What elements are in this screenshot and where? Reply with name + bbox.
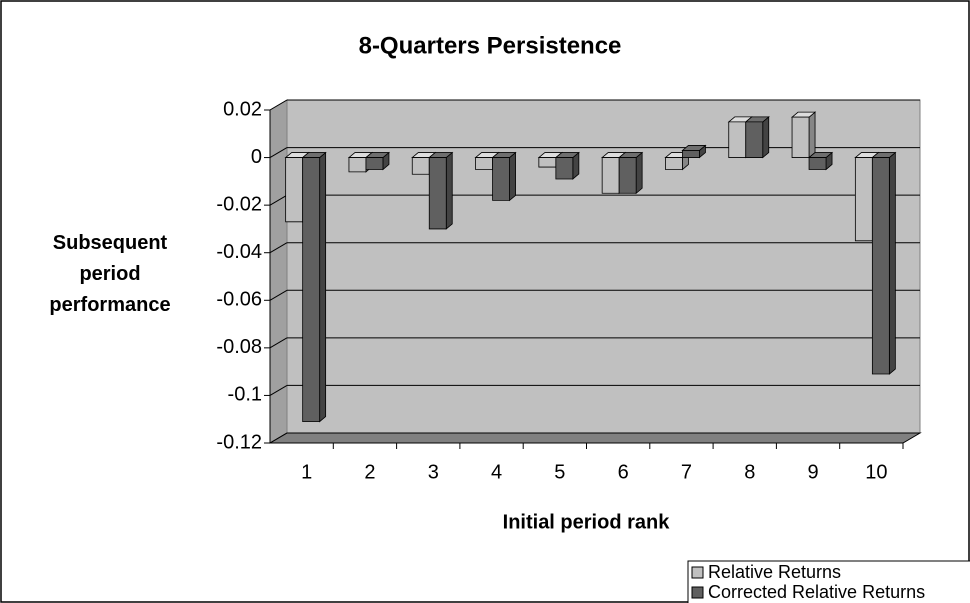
legend-box: [687, 560, 970, 603]
x-axis-title: Initial period rank: [503, 511, 671, 533]
bar: [871, 151, 897, 375]
bar-face: [411, 157, 430, 175]
bar-face: [854, 157, 873, 242]
legend-label: Relative Returns: [708, 562, 841, 582]
bar-face: [509, 151, 516, 202]
bar: [618, 151, 644, 195]
bar-face: [682, 150, 700, 158]
bar-face: [492, 157, 510, 201]
y-tick-label: -0.1: [228, 384, 262, 406]
x-tick-label: 6: [618, 461, 629, 483]
grid-line-side: [269, 242, 288, 254]
bar-face: [348, 157, 367, 173]
bar-face: [601, 157, 620, 194]
legend-swatch: [691, 586, 704, 599]
x-tick-label: 5: [554, 461, 565, 483]
x-tick-label: 8: [744, 461, 755, 483]
y-axis-title: Subsequent period performance: [49, 232, 171, 316]
y-tick-label: -0.02: [216, 193, 262, 215]
x-tick-label: 1: [301, 461, 312, 483]
y-tick-label: -0.04: [216, 241, 262, 263]
bar-face: [445, 151, 453, 230]
grid-line-side: [269, 289, 288, 301]
bar: [301, 151, 327, 423]
chart-title: 8-Quarters Persistence: [359, 32, 622, 59]
bar-face: [555, 157, 574, 180]
y-tick-label: -0.06: [216, 289, 262, 311]
bar: [681, 144, 707, 159]
y-tick-label: -0.08: [216, 336, 262, 358]
bar-face: [871, 157, 890, 375]
bar-face: [808, 157, 827, 170]
bar: [364, 151, 391, 171]
bar-face: [475, 157, 493, 170]
y-tick-label: 0.02: [223, 98, 262, 120]
back-wall: [286, 99, 921, 434]
legend-label: Corrected Relative Returns: [708, 582, 925, 602]
bar-face: [665, 157, 683, 170]
x-tick-label: 2: [364, 461, 375, 483]
x-tick-label: 3: [428, 461, 439, 483]
x-tick-label: 7: [681, 461, 692, 483]
x-tick-label: 9: [807, 461, 818, 483]
bar-face: [319, 151, 327, 423]
bar-face: [302, 157, 321, 422]
bar-face: [791, 116, 810, 158]
bar-face: [728, 121, 747, 158]
y-tick-label: -0.12: [216, 431, 262, 453]
bar: [744, 116, 770, 159]
grid-line-side: [269, 337, 288, 349]
bar: [491, 151, 517, 202]
bar-face: [538, 157, 557, 168]
bar: [807, 151, 834, 171]
bar-face: [428, 157, 447, 230]
x-tick-label: 4: [491, 461, 502, 483]
bar-face: [888, 151, 896, 375]
bar: [790, 111, 817, 159]
grid-line-side: [269, 194, 288, 206]
floor: [268, 432, 922, 444]
bar-face: [285, 157, 304, 223]
side-wall: [269, 99, 288, 444]
x-tick-label: 10: [865, 461, 887, 483]
bar-face: [618, 157, 637, 194]
grid-line-side: [269, 432, 288, 444]
y-tick-label: 0: [251, 146, 262, 168]
bar: [428, 151, 454, 230]
bar-face: [762, 116, 770, 159]
grid-line-side: [269, 99, 288, 111]
bar-face: [808, 111, 816, 159]
grid-line-side: [269, 147, 288, 159]
bar-face: [635, 151, 643, 195]
legend-swatch: [691, 566, 704, 579]
bar-face: [745, 121, 764, 158]
bar-face: [365, 157, 384, 170]
grid-line-side: [269, 384, 288, 396]
bar: [554, 151, 580, 180]
